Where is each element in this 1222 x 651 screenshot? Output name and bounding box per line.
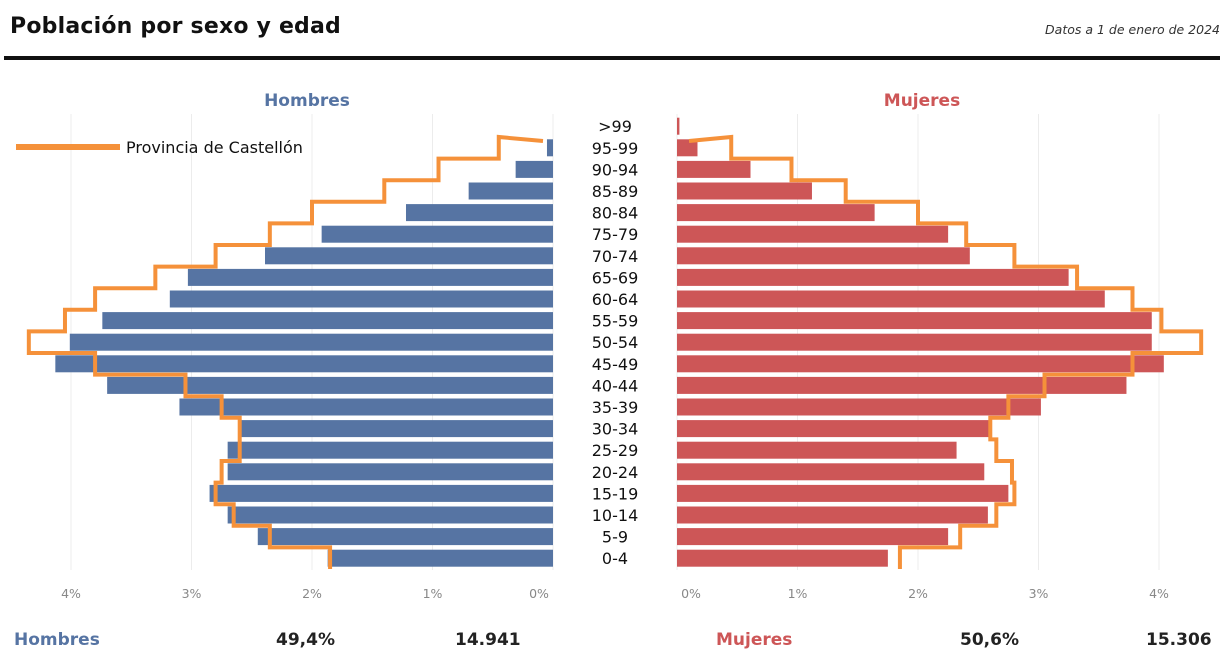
bar-male	[69, 333, 554, 351]
bar-male	[257, 528, 553, 546]
bar-female	[677, 398, 1041, 416]
x-tick-male: 4%	[61, 586, 81, 601]
age-label: 15-19	[592, 484, 639, 503]
bar-male	[179, 398, 553, 416]
bar-female	[677, 312, 1152, 330]
age-label: 10-14	[592, 506, 639, 525]
x-tick-male: 0%	[529, 586, 549, 601]
age-label: 95-99	[592, 139, 639, 158]
panel-title-female: Mujeres	[884, 91, 960, 111]
footer-female-label: Mujeres	[716, 630, 793, 650]
age-label: 20-24	[592, 463, 639, 482]
bar-male	[265, 247, 553, 265]
bar-female	[677, 333, 1152, 351]
bar-female	[677, 290, 1105, 308]
bar-male	[55, 355, 554, 373]
footer-male-pct: 49,4%	[276, 630, 335, 650]
age-label: 60-64	[592, 290, 639, 309]
bar-male	[239, 420, 553, 438]
age-label: 0-4	[602, 549, 628, 568]
bar-female	[677, 117, 680, 135]
age-label: 5-9	[602, 528, 628, 547]
bar-male	[187, 268, 553, 286]
bar-male	[546, 139, 553, 157]
bar-female	[677, 225, 949, 243]
bar-male	[405, 204, 553, 222]
bar-male	[209, 484, 553, 502]
panel-title-male: Hombres	[264, 91, 350, 111]
age-label: 35-39	[592, 398, 639, 417]
age-label: 65-69	[592, 268, 639, 287]
chart-title: Población por sexo y edad	[10, 14, 342, 39]
bar-male	[227, 463, 553, 481]
bar-female	[677, 528, 949, 546]
data-date: Datos a 1 de enero de 2024	[1045, 22, 1220, 37]
bar-female	[677, 549, 888, 567]
age-label: 90-94	[592, 160, 639, 179]
age-label: 40-44	[592, 376, 639, 395]
bar-female	[677, 376, 1127, 394]
bar-female	[677, 268, 1069, 286]
province-line-male	[26, 134, 544, 569]
footer-male-count: 14.941	[455, 630, 521, 650]
bar-male	[468, 182, 553, 200]
x-tick-male: 2%	[302, 586, 322, 601]
age-label: 55-59	[592, 312, 639, 331]
bar-female	[677, 139, 698, 157]
x-tick-female: 4%	[1149, 586, 1169, 601]
bar-female	[677, 247, 970, 265]
age-label: 70-74	[592, 247, 639, 266]
bar-female	[677, 484, 1009, 502]
footer-male-label: Hombres	[14, 630, 100, 650]
age-label: 85-89	[592, 182, 639, 201]
age-label: 75-79	[592, 225, 639, 244]
bar-female	[677, 420, 991, 438]
title-rule	[4, 56, 1220, 60]
population-pyramid: Hombres Mujeres 0-4 5-9 10-14 15-19 20-24 25-29…	[16, 91, 1204, 601]
bar-female	[677, 463, 985, 481]
footer-female-count: 15.306	[1146, 630, 1212, 650]
bar-male	[515, 160, 553, 178]
age-label: 45-49	[592, 355, 639, 374]
bar-male	[227, 506, 553, 524]
age-label: >99	[598, 117, 632, 136]
bar-male	[327, 549, 553, 567]
x-tick-female: 0%	[681, 586, 701, 601]
age-label: 30-34	[592, 420, 639, 439]
x-tick-female: 3%	[1029, 586, 1049, 601]
x-tick-female: 1%	[788, 586, 808, 601]
x-tick-male: 1%	[423, 586, 443, 601]
footer-female-pct: 50,6%	[960, 630, 1019, 650]
age-label: 50-54	[592, 333, 639, 352]
x-tick-female: 2%	[908, 586, 928, 601]
x-tick-male: 3%	[182, 586, 202, 601]
legend-label: Provincia de Castellón	[126, 138, 303, 157]
bar-female	[677, 355, 1164, 373]
bar-male	[169, 290, 553, 308]
bar-female	[677, 506, 988, 524]
bar-female	[677, 204, 875, 222]
province-line-female	[688, 134, 1204, 569]
age-label: 25-29	[592, 441, 639, 460]
bar-male	[321, 225, 553, 243]
bar-male	[102, 312, 553, 330]
bar-female	[677, 160, 751, 178]
bar-female	[677, 182, 812, 200]
age-label: 80-84	[592, 204, 639, 223]
bar-male	[107, 376, 554, 394]
bar-female	[677, 441, 957, 459]
bar-male	[227, 441, 553, 459]
